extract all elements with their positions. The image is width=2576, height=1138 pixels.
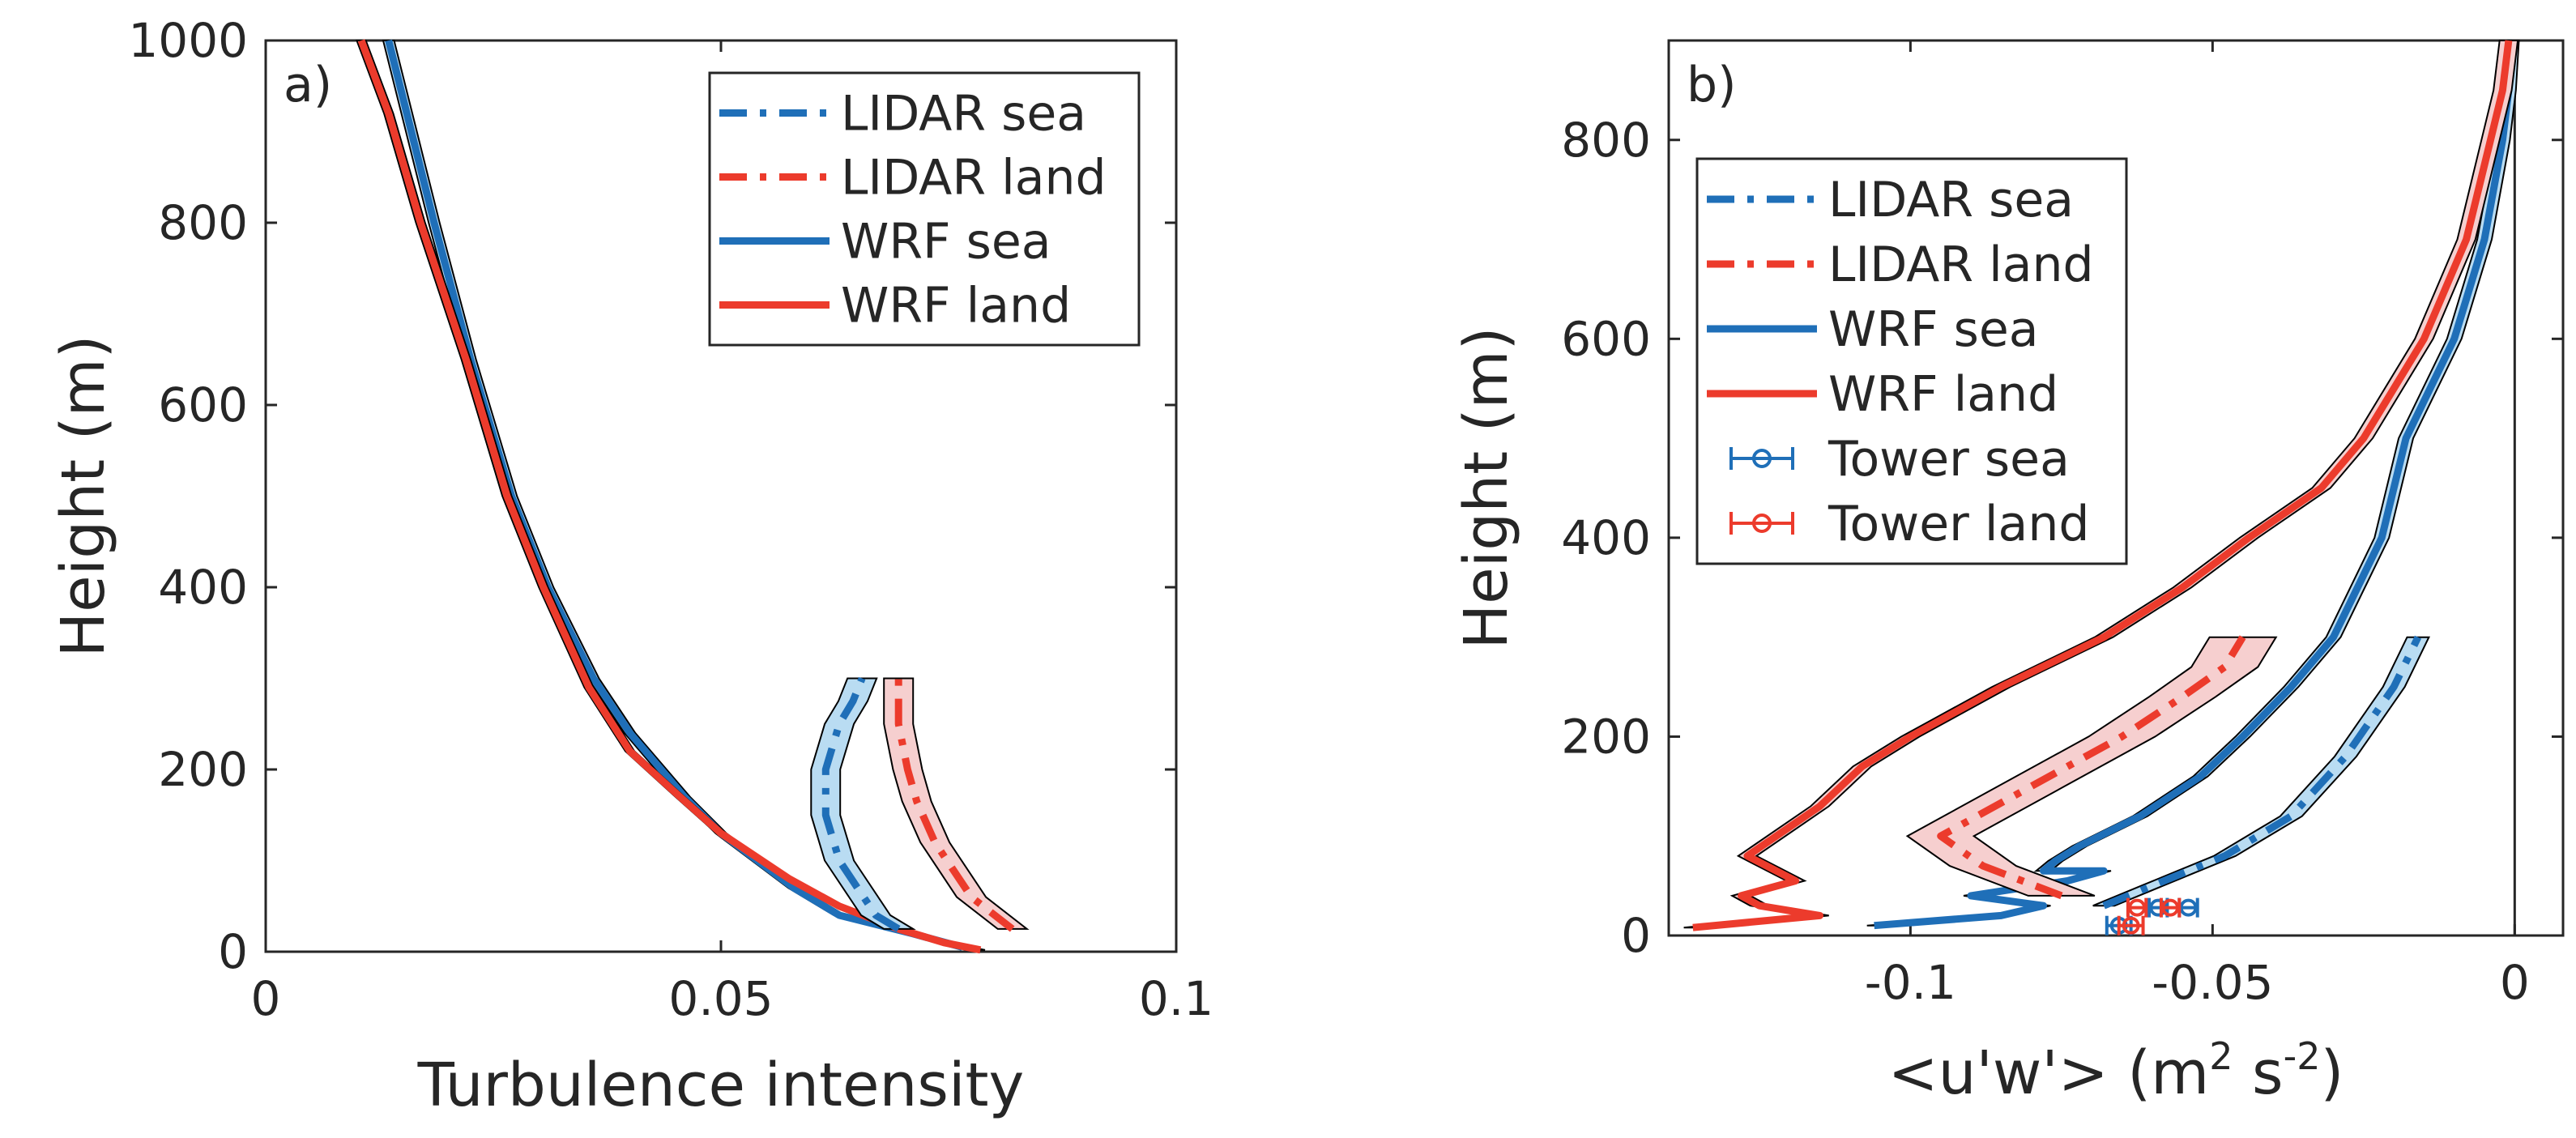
legend-box (708, 71, 1141, 347)
x-axis-title: <u'w'> (m2 s-2) (1888, 1034, 2344, 1108)
x-tick-label: 0.1 (1139, 971, 1213, 1026)
panel-a: 0 0.05 0.1 0 200 400 600 800 1000 a) Height (m) Tur… (49, 13, 1213, 1120)
tower-marker (2161, 898, 2180, 917)
y-tick-label: 400 (158, 560, 248, 615)
legend: LIDAR sea LIDAR land WRF sea WRF land Tower … (1695, 157, 2128, 565)
y-tick-label: 600 (1561, 311, 1651, 366)
x-tick-label: 0.05 (668, 971, 773, 1026)
y-axis-title: Height (m) (1452, 327, 1521, 650)
series-line (821, 676, 901, 932)
legend-label: LIDAR sea (1828, 172, 2074, 228)
x-axis-title-part: s (2233, 1038, 2284, 1108)
legend-label: Tower land (1828, 496, 2089, 552)
y-tick-label: 0 (1621, 908, 1651, 963)
y-tick-label: 200 (158, 742, 248, 797)
series-band (810, 677, 916, 930)
legend-item: WRF sea (719, 214, 1051, 271)
series-line (385, 39, 964, 951)
series-lidar-land (883, 677, 1030, 932)
legend-item: WRF sea (1707, 301, 2039, 358)
tower-marker (2122, 916, 2140, 935)
legend-swatch-marker (1752, 514, 1772, 533)
series-lidar-sea (2092, 635, 2430, 910)
x-tick-label: 0 (251, 971, 281, 1026)
y-tick-label: 200 (1561, 709, 1651, 764)
legend-item: WRF land (1707, 366, 2058, 423)
legend-item: LIDAR sea (1707, 172, 2074, 228)
legend-item: Tower sea (1729, 431, 2070, 488)
series-band (1905, 636, 2278, 897)
series-tower-land (2117, 897, 2181, 936)
y-tick-label: 1000 (128, 13, 248, 68)
x-axis-title-part: 2 (2209, 1034, 2233, 1078)
series-line (1874, 40, 2516, 930)
x-tick-label: -0.1 (1865, 955, 1956, 1010)
legend-label: LIDAR land (841, 150, 1107, 207)
x-axis-title-part: ) (2320, 1038, 2344, 1108)
series-lidar-land (1905, 635, 2278, 900)
panel-b: -0.1 -0.05 0 0 200 400 600 800 b) Height (m) <u'w'… (1452, 39, 2565, 1108)
legend-item: WRF land (719, 278, 1071, 335)
legend-item: Tower land (1729, 496, 2089, 552)
legend-label: WRF sea (1828, 301, 2039, 358)
x-axis-title-part: -2 (2284, 1034, 2321, 1078)
legend-item: LIDAR land (1707, 237, 2094, 293)
y-tick-label: 400 (1561, 510, 1651, 565)
series-line (1692, 40, 2513, 931)
legend-label: WRF sea (841, 214, 1051, 271)
series-line (2102, 635, 2422, 910)
legend-label: LIDAR sea (841, 86, 1086, 143)
legend-label: LIDAR land (1828, 237, 2094, 293)
y-tick-label: 800 (158, 195, 248, 250)
series-wrf-land (1683, 40, 2519, 931)
y-tick-label: 0 (218, 924, 248, 979)
series-wrf-sea (382, 39, 968, 951)
series-band (2092, 636, 2430, 907)
legend-box (1695, 157, 2128, 565)
series-line (894, 678, 1015, 932)
series-lidar-sea (810, 676, 916, 932)
legend: LIDAR sea LIDAR land WRF sea WRF land (708, 71, 1141, 347)
legend-label: WRF land (1828, 366, 2058, 423)
tower-marker (2179, 898, 2198, 917)
legend-swatch-marker (1752, 449, 1772, 468)
panel-label: b) (1687, 57, 1737, 113)
legend-label: WRF land (841, 278, 1071, 335)
x-tick-label: -0.05 (2152, 955, 2273, 1010)
legend-item: LIDAR sea (719, 86, 1086, 143)
y-tick-label: 800 (1561, 113, 1651, 168)
panel-label: a) (284, 57, 332, 113)
x-tick-label: 0 (2500, 955, 2530, 1010)
tower-marker (2128, 898, 2147, 917)
legend-label: Tower sea (1828, 431, 2070, 488)
y-axis-title: Height (m) (49, 335, 118, 658)
x-axis-title: Turbulence intensity (417, 1051, 1025, 1120)
y-tick-label: 600 (158, 377, 248, 433)
x-axis-title-part: <u'w'> (m (1888, 1038, 2210, 1108)
legend-item: LIDAR land (719, 150, 1107, 207)
